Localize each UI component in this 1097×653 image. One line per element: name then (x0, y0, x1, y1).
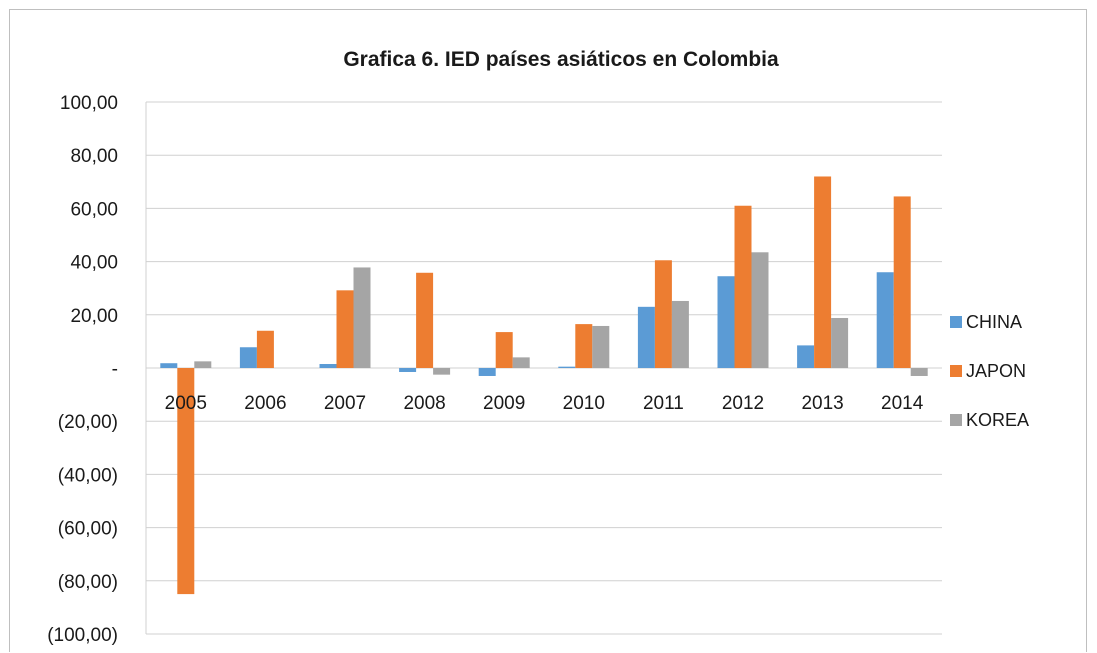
legend: CHINA JAPON KOREA (950, 312, 1029, 430)
bar-korea-2005 (194, 361, 212, 368)
bar-korea-2010 (592, 325, 610, 368)
legend-swatch-korea (950, 414, 962, 426)
bar-korea-2013 (831, 317, 849, 368)
bar-japon-2009 (495, 332, 513, 368)
bar-china-2006 (239, 347, 257, 368)
legend-label-china: CHINA (966, 312, 1022, 332)
y-tick-label: 80,00 (70, 146, 118, 167)
x-tick-label: 2012 (722, 393, 764, 414)
bars (160, 176, 928, 595)
chart-svg: Grafica 6. IED países asiáticos en Colom… (47, 48, 1029, 646)
y-tick-label: (40,00) (58, 465, 118, 486)
bar-china-2010 (558, 366, 576, 368)
y-tick-label: (60,00) (58, 519, 118, 540)
y-tick-label: (80,00) (58, 572, 118, 593)
y-tick-label: 60,00 (70, 199, 118, 220)
bar-china-2014 (876, 272, 894, 368)
x-tick-label: 2005 (165, 393, 207, 414)
legend-label-japon: JAPON (966, 361, 1026, 381)
chart-title: Grafica 6. IED países asiáticos en Colom… (343, 48, 779, 71)
legend-swatch-japon (950, 365, 962, 377)
x-tick-label: 2006 (244, 393, 286, 414)
y-tick-label: - (112, 359, 118, 380)
bar-korea-2009 (512, 357, 530, 368)
x-tick-label: 2009 (483, 393, 525, 414)
bar-korea-2014 (910, 368, 928, 376)
legend-label-korea: KOREA (966, 410, 1029, 430)
legend-swatch-china (950, 316, 962, 328)
chart-frame: Grafica 6. IED países asiáticos en Colom… (9, 9, 1087, 652)
bar-japon-2006 (256, 330, 274, 368)
bar-china-2008 (399, 368, 417, 372)
bar-china-2007 (319, 364, 337, 368)
bar-japon-2011 (654, 260, 672, 368)
y-tick-label: 100,00 (60, 93, 118, 114)
y-tick-label: (20,00) (58, 412, 118, 433)
bar-china-2013 (797, 345, 815, 368)
bar-japon-2014 (893, 196, 911, 368)
bar-japon-2008 (416, 272, 434, 368)
bar-china-2011 (637, 306, 655, 368)
bar-china-2012 (717, 276, 735, 368)
y-tick-label: (100,00) (47, 625, 118, 646)
bar-korea-2011 (671, 300, 689, 368)
bar-china-2005 (160, 363, 178, 368)
bar-japon-2010 (575, 324, 593, 368)
bar-japon-2005 (177, 368, 195, 595)
y-tick-label: 20,00 (70, 306, 118, 327)
bar-japon-2012 (734, 205, 752, 368)
bar-korea-2012 (751, 252, 769, 368)
x-tick-label: 2007 (324, 393, 366, 414)
bar-korea-2007 (353, 267, 371, 368)
bar-japon-2007 (336, 290, 354, 368)
x-axis-tick-labels: 2005 2006 2007 2008 2009 2010 2011 2012 2013 2014 (165, 393, 924, 414)
y-axis-tick-labels: 100,00 80,00 60,00 40,00 20,00 - (20,00) (40,00… (47, 93, 118, 646)
x-tick-label: 2013 (801, 393, 843, 414)
x-tick-label: 2011 (643, 393, 684, 414)
bar-korea-2008 (433, 368, 451, 375)
bar-china-2009 (478, 368, 496, 376)
x-tick-label: 2010 (563, 393, 605, 414)
x-tick-label: 2008 (403, 393, 445, 414)
x-tick-label: 2014 (881, 393, 924, 414)
bar-japon-2013 (814, 176, 832, 368)
y-tick-label: 40,00 (70, 253, 118, 274)
gridlines (145, 101, 942, 635)
